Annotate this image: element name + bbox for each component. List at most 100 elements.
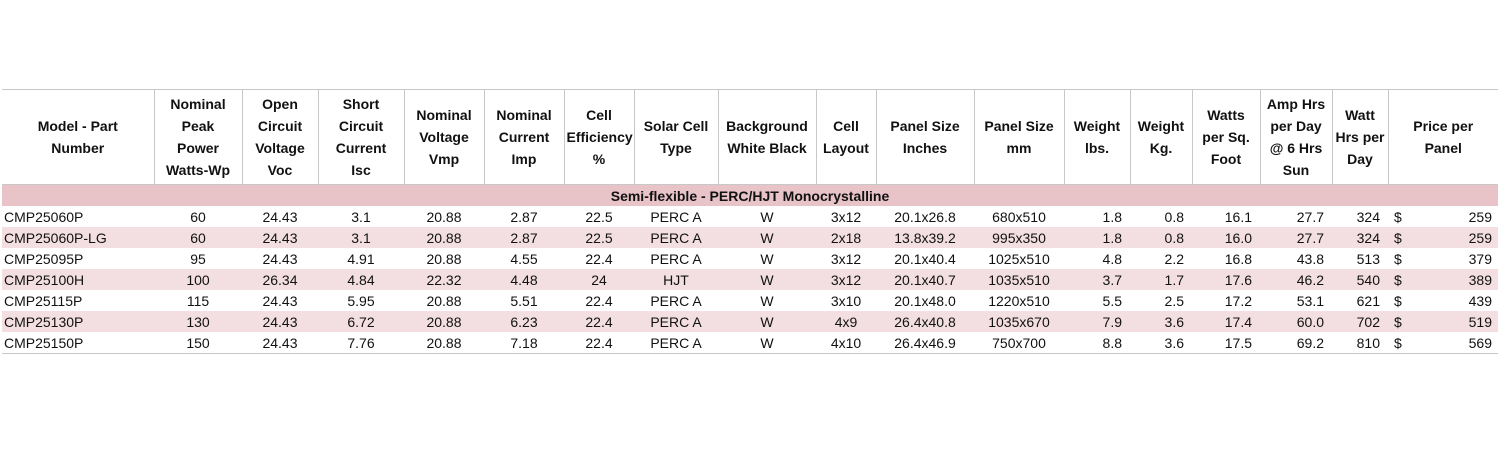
col-header-cell-efficiency: Cell Efficiency %: [563, 89, 634, 185]
cell-model: CMP25060P-LG: [2, 227, 154, 248]
currency-symbol: $: [1394, 313, 1402, 330]
cell-voc: 24.43: [242, 227, 318, 248]
cell-inches: 13.8x39.2: [876, 227, 974, 248]
col-header-amp-hrs-per-day: Amp Hrs per Day @ 6 Hrs Sun: [1259, 89, 1332, 185]
col-header-weight-kg: Weight Kg.: [1129, 89, 1192, 185]
cell-voc: 24.43: [242, 332, 318, 354]
cell-lbs: 7.9: [1064, 311, 1130, 332]
cell-bg: W: [760, 292, 774, 309]
cell-wp: 60: [190, 208, 206, 225]
currency-symbol: $: [1394, 208, 1402, 225]
cell-wsqft: 17.2: [1224, 292, 1252, 309]
cell-kg: 0.8: [1164, 208, 1184, 225]
cell-eff: 22.5: [585, 208, 613, 225]
cell-lbs: 3.7: [1064, 269, 1130, 290]
table-row: CMP25060P 60 24.43 3.1 20.88 2.87 22.5 PERC A W 3…: [2, 206, 1498, 227]
cell-imp: 2.87: [510, 208, 538, 225]
col-header-background: Background White Black: [717, 89, 816, 185]
cell-layout: 3x12: [830, 250, 862, 267]
cell-model: CMP25060P: [4, 208, 84, 225]
group-title: Semi-flexible - PERC/HJT Monocrystalline: [2, 184, 1498, 206]
cell-layout: 3x10: [830, 292, 862, 309]
cell-mm: 1035x670: [974, 311, 1064, 332]
cell-voc: 26.34: [242, 269, 318, 290]
cell-mm: 1035x510: [974, 269, 1064, 290]
cell-mm: 995x350: [974, 227, 1064, 248]
cell-price: $379: [1388, 248, 1498, 269]
cell-voc: 24.43: [242, 311, 318, 332]
cell-vmp: 20.88: [404, 332, 484, 354]
cell-imp: 7.18: [484, 332, 564, 354]
col-header-watts-per-sq-foot: Watts per Sq. Foot: [1191, 89, 1260, 185]
cell-lbs: 4.8: [1102, 250, 1122, 267]
cell-wsqft: 17.4: [1192, 311, 1260, 332]
col-header-panel-size-inches: Panel Size Inches: [875, 89, 974, 185]
spec-table: Model - Part Number Nominal Peak Power Wa…: [2, 89, 1498, 354]
col-header-panel-size-mm: Panel Size mm: [973, 89, 1064, 185]
price-value: 379: [1468, 250, 1492, 267]
cell-isc: 3.1: [318, 227, 404, 248]
price-value: 259: [1468, 229, 1492, 246]
cell-vmp: 22.32: [404, 269, 484, 290]
cell-ah: 27.7: [1296, 208, 1324, 225]
price-value: 519: [1468, 313, 1492, 330]
cell-vmp: 20.88: [404, 227, 484, 248]
cell-type: PERC A: [650, 250, 702, 267]
table-row: CMP25100H 100 26.34 4.84 22.32 4.48 24 HJT W 3x12…: [2, 269, 1498, 290]
col-header-open-circuit-voltage: Open Circuit Voltage Voc: [241, 89, 318, 185]
cell-vmp: 20.88: [426, 250, 462, 267]
cell-layout: 3x12: [816, 269, 876, 290]
cell-wh: 324: [1356, 208, 1380, 225]
cell-imp: 4.48: [484, 269, 564, 290]
cell-ah: 46.2: [1260, 269, 1332, 290]
cell-lbs: 1.8: [1064, 227, 1130, 248]
cell-wp: 130: [154, 311, 242, 332]
cell-model: CMP25130P: [2, 311, 154, 332]
cell-lbs: 5.5: [1102, 292, 1122, 309]
cell-inches: 20.1x48.0: [894, 292, 956, 309]
currency-symbol: $: [1394, 250, 1402, 267]
cell-wh: 621: [1356, 292, 1380, 309]
cell-model: CMP25150P: [2, 332, 154, 354]
cell-voc: 24.43: [262, 292, 298, 309]
cell-bg: W: [718, 332, 816, 354]
cell-isc: 4.91: [347, 250, 375, 267]
cell-wp: 60: [154, 227, 242, 248]
table-row: CMP25150P 150 24.43 7.76 20.88 7.18 22.4 PERC A…: [2, 332, 1498, 354]
cell-eff: 22.4: [564, 332, 634, 354]
cell-mm: 750x700: [974, 332, 1064, 354]
cell-voc: 24.43: [262, 250, 298, 267]
cell-wsqft: 17.6: [1192, 269, 1260, 290]
cell-isc: 3.1: [351, 208, 371, 225]
cell-type: PERC A: [634, 227, 718, 248]
cell-type: PERC A: [650, 208, 702, 225]
cell-imp: 2.87: [484, 227, 564, 248]
cell-kg: 0.8: [1130, 227, 1192, 248]
cell-isc: 7.76: [318, 332, 404, 354]
cell-model: CMP25100H: [2, 269, 154, 290]
col-header-price-per-panel: Price per Panel: [1387, 89, 1498, 185]
table-row: CMP25060P-LG 60 24.43 3.1 20.88 2.87 22.5 PERC …: [2, 227, 1498, 248]
price-value: 439: [1468, 292, 1492, 309]
cell-isc: 4.84: [318, 269, 404, 290]
cell-wsqft: 17.5: [1192, 332, 1260, 354]
cell-wp: 115: [186, 292, 210, 309]
cell-wh: 702: [1332, 311, 1388, 332]
cell-price: $519: [1388, 311, 1498, 332]
cell-vmp: 20.88: [426, 208, 462, 225]
cell-inches: 20.1x26.8: [894, 208, 956, 225]
cell-price: $259: [1388, 227, 1498, 248]
col-header-model: Model - Part Number: [2, 89, 154, 185]
table-row: CMP25130P 130 24.43 6.72 20.88 6.23 22.4 PERC A…: [2, 311, 1498, 332]
cell-bg: W: [760, 208, 774, 225]
cell-price: $569: [1388, 332, 1498, 354]
cell-ah: 43.8: [1296, 250, 1324, 267]
cell-vmp: 20.88: [404, 311, 484, 332]
currency-symbol: $: [1394, 292, 1402, 309]
table-row: CMP25095P 95 24.43 4.91 20.88 4.55 22.4 PERC A W…: [2, 248, 1498, 269]
col-header-short-circuit-current: Short Circuit Current Isc: [317, 89, 404, 185]
cell-inches: 20.1x40.7: [876, 269, 974, 290]
cell-mm: 1220x510: [988, 292, 1050, 309]
cell-mm: 680x510: [992, 208, 1046, 225]
cell-lbs: 1.8: [1102, 208, 1122, 225]
